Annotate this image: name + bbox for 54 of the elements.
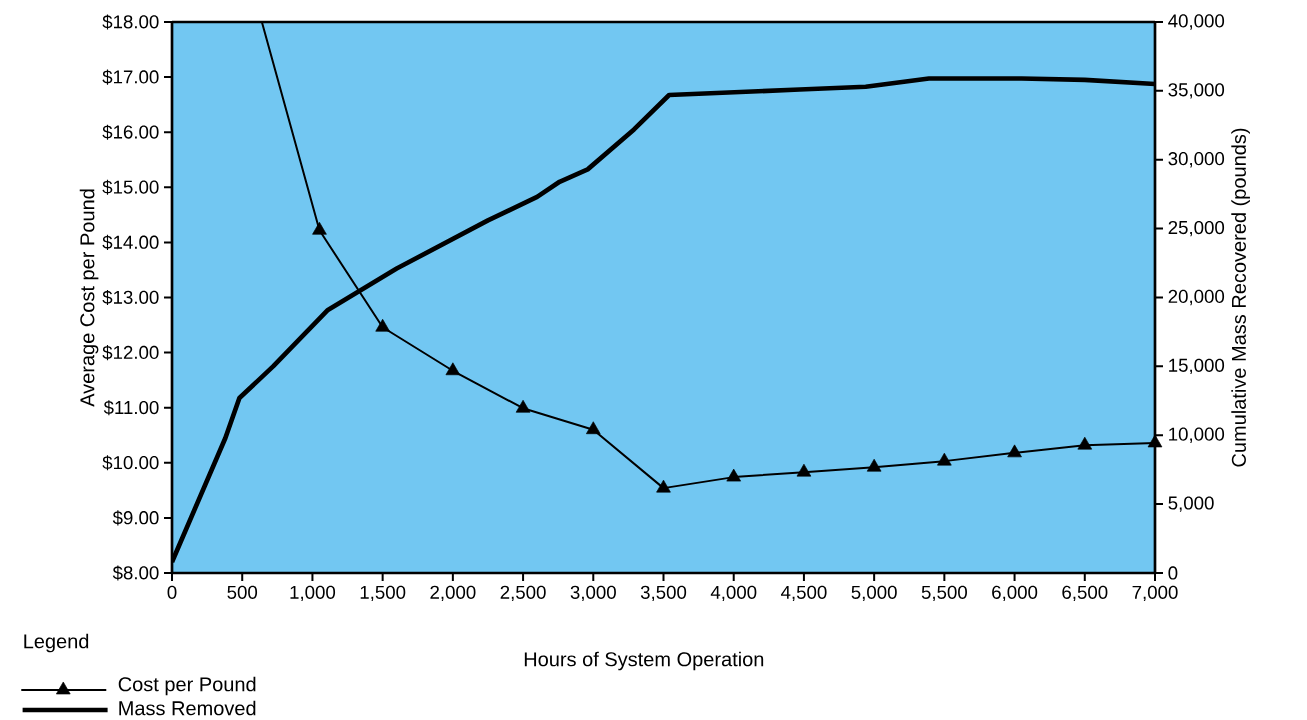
y2-tick-label: 15,000 — [1169, 358, 1225, 375]
point — [586, 421, 601, 435]
y-tick-label: $10.00 — [102, 455, 159, 471]
y2-tick-label: 30,000 — [1168, 152, 1225, 168]
x-tick-label: 4,000 — [710, 585, 757, 602]
y-tick-label: $12.00 — [102, 345, 159, 361]
point — [445, 362, 461, 376]
y-tick-label: $18.00 — [102, 14, 159, 30]
y2-tick-label: 5,000 — [1168, 496, 1214, 512]
x-tick-label: 0 — [167, 585, 177, 599]
x-tick-label: 5,000 — [851, 585, 897, 602]
point — [1007, 444, 1022, 458]
point — [866, 458, 882, 472]
y2-tick-label: 10,000 — [1169, 427, 1225, 443]
point — [1147, 434, 1163, 448]
x-tick-label: 4,500 — [780, 585, 827, 602]
y-tick-label: $15.00 — [102, 179, 159, 195]
y2-tick-label: 40,000 — [1168, 14, 1225, 30]
x-tick-label: 3,000 — [570, 585, 616, 602]
x-tick-label: 6,500 — [1062, 585, 1108, 602]
point — [726, 468, 741, 482]
point — [515, 399, 531, 413]
x-tick-label: 7,000 — [1132, 585, 1178, 602]
x-axis-title: Hours of System Operation — [524, 651, 764, 671]
y2-tick-label: 25,000 — [1168, 220, 1225, 237]
point — [375, 318, 390, 332]
y-tick-label: $13.00 — [102, 289, 159, 306]
point — [656, 479, 671, 493]
y2-axis-title: Cumulative Mass Recovered (pounds) — [1231, 128, 1250, 467]
y-tick-label: $9.00 — [112, 510, 159, 526]
x-tick-label: 3,500 — [640, 585, 687, 602]
x-tick-label: 1,000 — [290, 585, 336, 602]
y-tick-label: $14.00 — [102, 234, 159, 250]
x-tick-label: 2,500 — [500, 585, 546, 602]
legend-label: Mass Removed — [119, 700, 256, 716]
legend-title: Legend — [24, 633, 89, 653]
y-tick-label: $11.00 — [103, 400, 159, 416]
y-tick-label: $16.00 — [102, 124, 159, 140]
y2-tick-label: 0 — [1168, 566, 1178, 580]
point — [1077, 436, 1093, 450]
legend-label: Cost per Pound — [118, 676, 256, 696]
point — [312, 221, 327, 235]
y2-tick-label: 35,000 — [1168, 83, 1225, 99]
y-tick-label: $17.00 — [102, 69, 159, 85]
y2-tick-label: 20,000 — [1168, 289, 1225, 306]
x-tick-label: 1,500 — [360, 585, 406, 602]
y-axis-title: Average Cost per Pound — [79, 189, 99, 407]
point — [937, 452, 952, 466]
y-tick-label: $8.00 — [112, 565, 159, 581]
x-tick-label: 2,000 — [430, 585, 476, 602]
x-tick-label: 500 — [227, 585, 258, 599]
x-tick-label: 5,500 — [921, 585, 967, 602]
x-tick-label: 6,000 — [992, 585, 1038, 602]
point — [796, 463, 812, 477]
